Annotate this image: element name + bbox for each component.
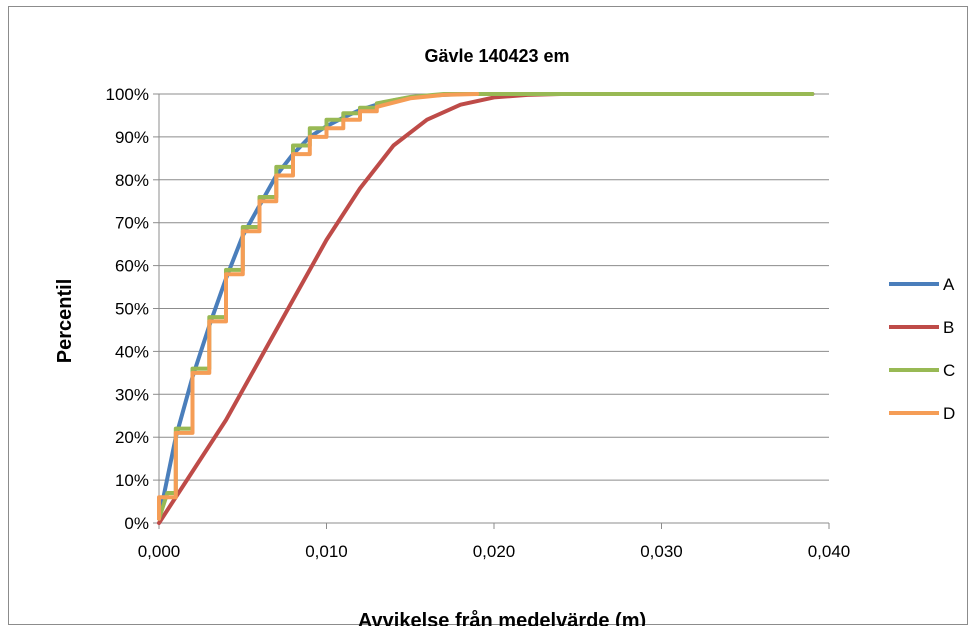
y-tick-label: 100% [106,85,149,104]
chart-title: Gävle 140423 em [424,46,569,66]
x-tick-label: 0,010 [305,542,348,561]
axes [158,94,830,529]
y-tick-label: 20% [115,428,149,447]
series-lines [157,92,815,525]
legend-label: C [943,361,955,380]
chart-area: Gävle 140423 em 0% 10% 20% 30% 40% 50% 60% 70% 8… [8,6,968,626]
x-tick-labels: 0,000 0,010 0,020 0,030 0,040 [138,542,851,561]
x-tick-label: 0,000 [138,542,181,561]
x-axis-title: Avvikelse från medelvärde (m) [358,609,646,626]
series-line-d [157,92,480,521]
y-tick-label: 60% [115,257,149,276]
y-tick-label: 90% [115,128,149,147]
y-tick-label: 40% [115,342,149,361]
y-tick-label: 10% [115,471,149,490]
y-tick-label: 50% [115,300,149,319]
x-tick-label: 0,040 [808,542,851,561]
y-tick-label: 80% [115,171,149,190]
legend-item-a: A [889,275,955,294]
y-tick-labels: 0% 10% 20% 30% 40% 50% 60% 70% 80% 90% 100% [106,85,149,533]
legend-label: A [943,275,955,294]
chart-svg: Gävle 140423 em 0% 10% 20% 30% 40% 50% 60% 70% 8… [54,46,955,626]
grid-lines [153,93,829,524]
legend-label: D [943,404,955,423]
legend-item-d: D [889,404,955,423]
y-tick-label: 0% [124,514,149,533]
y-axis-title: Percentil [54,279,76,363]
y-tick-label: 70% [115,214,149,233]
legend-label: B [943,318,954,337]
legend-item-b: B [889,318,954,337]
series-line-a [157,92,815,521]
series-line-c [157,92,815,521]
x-tick-label: 0,030 [640,542,683,561]
legend: A B C D [889,275,955,423]
y-tick-label: 30% [115,385,149,404]
x-tick-label: 0,020 [473,542,516,561]
legend-item-c: C [889,361,955,380]
